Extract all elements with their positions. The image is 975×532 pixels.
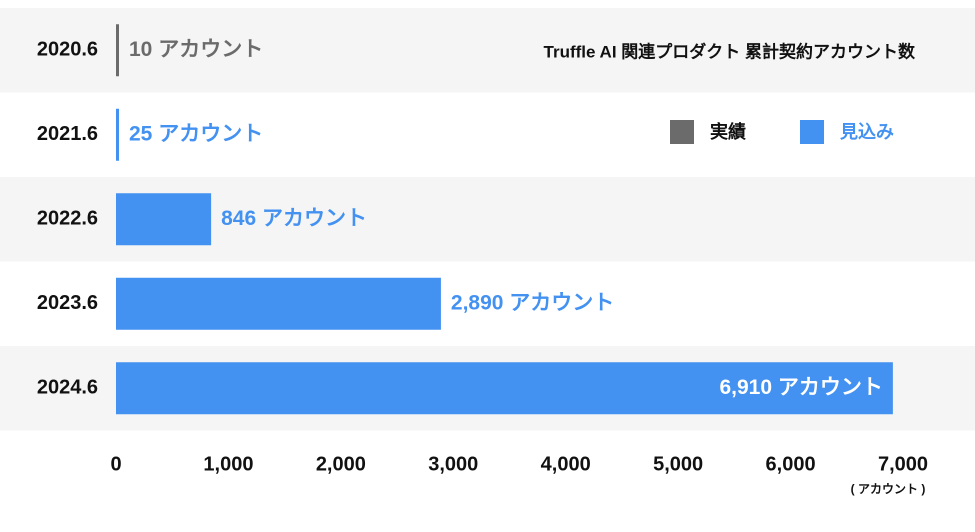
- value-label: 25 アカウント: [129, 122, 263, 145]
- category-label: 2021.6: [37, 123, 98, 145]
- x-tick-label: 5,000: [653, 453, 703, 475]
- x-tick-label: 4,000: [541, 453, 591, 475]
- row-background: [0, 8, 975, 93]
- category-label: 2020.6: [37, 39, 98, 61]
- x-tick-label: 2,000: [316, 453, 366, 475]
- category-label: 2023.6: [37, 292, 98, 314]
- legend-swatch: [670, 120, 694, 144]
- bar: [116, 108, 119, 161]
- chart-title: Truffle AI 関連プロダクト 累計契約アカウント数: [544, 41, 916, 61]
- x-tick-label: 3,000: [428, 453, 478, 475]
- bar: [116, 362, 893, 415]
- bar: [116, 193, 212, 246]
- x-tick-label: 1,000: [203, 453, 253, 475]
- x-tick-label: 6,000: [766, 453, 816, 475]
- value-label: 6,910 アカウント: [719, 376, 882, 399]
- legend-label: 見込み: [839, 122, 894, 142]
- bar: [116, 277, 441, 330]
- bar: [116, 24, 119, 77]
- x-tick-label: 0: [110, 453, 121, 475]
- value-label: 846 アカウント: [221, 207, 367, 230]
- category-label: 2022.6: [37, 208, 98, 230]
- value-label: 2,890 アカウント: [451, 291, 614, 314]
- category-label: 2024.6: [37, 377, 98, 399]
- value-label: 10 アカウント: [129, 38, 263, 61]
- legend-label: 実績: [710, 121, 746, 142]
- x-axis-label: ( アカウント ): [851, 482, 926, 496]
- legend-swatch: [800, 120, 824, 144]
- x-tick-label: 7,000: [878, 453, 928, 475]
